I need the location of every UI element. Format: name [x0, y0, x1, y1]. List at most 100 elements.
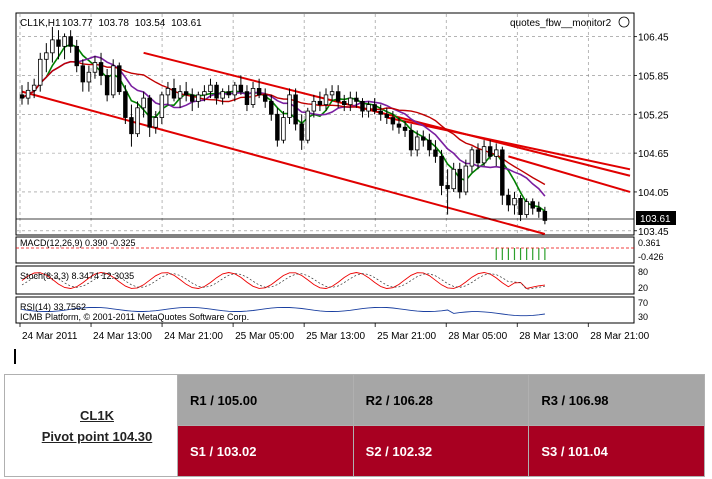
candle-body [384, 113, 390, 118]
window-label: quotes_fbw__monitor2 [510, 18, 612, 29]
candle-body [433, 149, 438, 157]
candle-body [348, 97, 353, 105]
candle-body [38, 58, 43, 86]
chart-ohlc: 103.77 103.78 103.54 103.61 [62, 18, 202, 29]
trend-line [386, 116, 631, 171]
candle-body [62, 36, 67, 47]
candle-body [281, 117, 286, 141]
copyright-text: ICMB Platform, © 2001-2011 MetaQuotes So… [20, 312, 249, 322]
candle-body [190, 94, 195, 102]
candle-body [250, 88, 256, 105]
candle-body [512, 198, 517, 206]
macd-label: MACD(12,26,9) 0.390 -0.325 [20, 238, 136, 248]
rsi-tick-top: 70 [638, 298, 648, 308]
support-s3: S3 / 101.04 [528, 425, 705, 477]
stoch-tick-top: 80 [638, 267, 648, 277]
candle-body [147, 97, 152, 128]
candle-body [171, 88, 177, 99]
candle-body [98, 62, 104, 76]
candles [19, 26, 548, 225]
chart-symbol: CL1K,H1 [20, 18, 61, 29]
candle-body [421, 136, 426, 141]
x-tick-label: 28 Mar 13:00 [519, 331, 578, 342]
candle-body [335, 91, 341, 102]
candle-body [269, 100, 274, 115]
candle-body [457, 168, 462, 193]
candle-body [275, 113, 280, 141]
candle-body [390, 117, 396, 125]
candle-body [110, 65, 116, 96]
x-tick-label: 24 Mar 21:00 [164, 331, 223, 342]
candle-body [208, 84, 213, 93]
price-chart: 106.45 105.85 105.25 104.65 104.05 103.45 103… [15, 12, 676, 342]
candle-body [354, 97, 359, 102]
ohlc-high: 103.78 [98, 18, 129, 29]
candle-body [396, 123, 402, 128]
candle-body [329, 91, 335, 96]
candle-body [183, 91, 189, 96]
ohlc-close: 103.61 [171, 18, 202, 29]
ohlc-low: 103.54 [135, 18, 166, 29]
candle-body [500, 149, 505, 196]
x-tick-label: 28 Mar 21:00 [590, 331, 649, 342]
y-tick-label: 104.65 [638, 149, 669, 160]
trend-line [21, 90, 546, 235]
stoch-label: Stoch(8,3,3) 8.3474 12.3035 [20, 271, 134, 281]
text-cursor [14, 349, 16, 364]
candle-body [536, 207, 542, 212]
candle-body [31, 84, 37, 91]
grid [16, 14, 634, 234]
candle-body [135, 107, 140, 135]
candle-body [305, 110, 310, 141]
pivot-point: Pivot point 104.30 [41, 428, 153, 444]
candle-body [469, 149, 475, 167]
candle-body [25, 89, 31, 99]
candle-body [287, 94, 292, 118]
candle-body [451, 168, 456, 190]
candle-body [129, 117, 134, 135]
candle-body [414, 136, 420, 151]
x-tick-label: 28 Mar 05:00 [448, 331, 507, 342]
candle-body [494, 149, 499, 157]
macd-tick-top: 0.361 [638, 238, 661, 248]
pivot-symbol: CL1K [80, 407, 114, 423]
resistance-r3: R3 / 106.98 [528, 374, 705, 426]
candle-body [475, 149, 481, 164]
candle-body [141, 97, 146, 109]
candle-body [159, 94, 165, 118]
candle-body [86, 71, 92, 83]
candle-body [342, 100, 347, 105]
candle-body [177, 91, 183, 99]
y-tick-label: 106.45 [638, 33, 669, 44]
candle-body [214, 84, 219, 99]
support-s2: S2 / 102.32 [352, 425, 530, 477]
candle-body [196, 94, 201, 102]
candle-body [372, 104, 377, 112]
macd-tick-bottom: -0.426 [638, 252, 664, 262]
candle-body [153, 117, 158, 128]
candle-body [117, 65, 122, 93]
candle-body [202, 91, 207, 96]
candle-body [256, 88, 262, 96]
y-tick-label: 105.85 [638, 71, 669, 82]
candle-body [50, 39, 55, 54]
y-tick-label: 104.05 [638, 188, 669, 199]
candle-body [530, 201, 535, 209]
resistance-r1: R1 / 105.00 [177, 374, 354, 426]
moving-average-18 [21, 60, 546, 186]
candle-body [92, 62, 98, 73]
rsi-panel: RSI(14) 33.7562 ICMB Platform, © 2001-20… [15, 296, 648, 324]
candle-body [445, 185, 450, 190]
main-plot-frame [15, 12, 635, 236]
candle-body [238, 84, 244, 93]
candle-body [463, 165, 469, 193]
candle-body [232, 84, 238, 96]
y-tick-label: 103.45 [638, 227, 669, 238]
candle-body [427, 139, 432, 151]
candle-body [80, 65, 86, 83]
candle-body [378, 110, 383, 115]
candle-body [68, 36, 73, 47]
current-price-badge [636, 211, 676, 225]
x-axis-labels: 24 Mar 2011 24 Mar 13:00 24 Mar 21:00 25 Ma… [19, 323, 650, 342]
candle-body [104, 75, 110, 96]
